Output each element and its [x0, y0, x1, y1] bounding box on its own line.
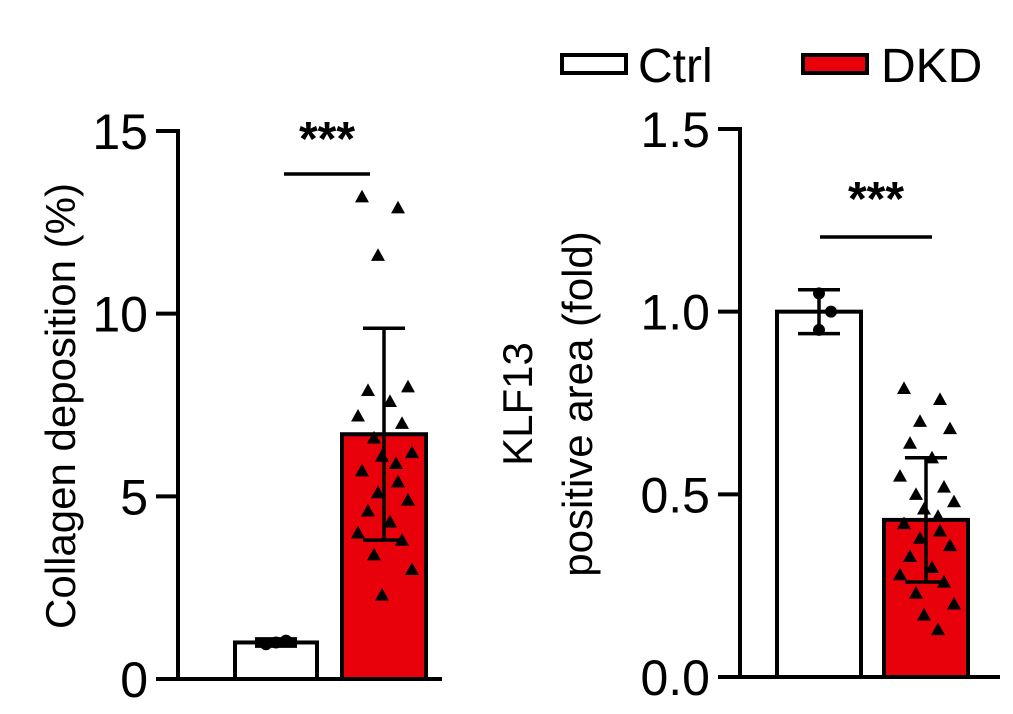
chart2-point-dkd [909, 487, 923, 500]
chart2-y-tick-label: 0.0 [640, 650, 710, 706]
chart1-point-ctrl [270, 636, 282, 649]
chart2-point-dkd [947, 494, 961, 508]
chart2-point-ctrl [813, 323, 825, 336]
chart2-point-dkd [903, 436, 917, 449]
chart2-point-dkd [917, 501, 931, 515]
chart1-point-dkd [389, 456, 403, 470]
chart1-point-dkd [383, 514, 397, 528]
chart1-point-dkd [395, 533, 409, 546]
legend-swatch-dkd [801, 53, 869, 75]
chart1-point-dkd [371, 248, 385, 261]
chart1-point-dkd [375, 449, 389, 462]
chart1-point-dkd [405, 445, 419, 459]
chart1-point-dkd [391, 474, 405, 488]
chart2-point-dkd [937, 575, 951, 588]
chart1-point-dkd [367, 547, 381, 561]
chart1-point-dkd [361, 383, 375, 396]
chart1-point-dkd [391, 200, 405, 214]
chart1-point-dkd [401, 379, 415, 393]
chart1-point-ctrl [260, 638, 272, 651]
chart2-point-dkd [909, 585, 923, 599]
chart1-point-dkd [395, 416, 409, 429]
chart1-point-dkd [371, 485, 385, 499]
chart1-point-dkd [383, 394, 397, 407]
legend-label-ctrl: Ctrl [638, 40, 713, 93]
chart2-point-dkd [947, 596, 961, 610]
chart2-significance: *** [848, 173, 904, 226]
chart2-point-dkd [893, 567, 907, 581]
legend: Ctrl DKD [560, 40, 982, 93]
chart1-y-tick-label: 5 [120, 469, 148, 525]
chart1-y-tick-label: 10 [92, 287, 148, 343]
chart2-point-dkd [937, 480, 951, 493]
chart2: KLF13 positive area (fold) *** 0.0 0.5 1.0… [494, 102, 1000, 706]
chart2-point-dkd [913, 414, 927, 427]
chart1-point-dkd [355, 463, 369, 477]
chart1-y-tick-label: 0 [120, 652, 148, 708]
chart2-point-dkd [933, 523, 947, 537]
chart2-point-ctrl [813, 287, 825, 300]
chart2-point-dkd [897, 381, 911, 394]
legend-label-dkd: DKD [881, 40, 982, 93]
chart1-point-dkd [361, 503, 375, 517]
chart2-point-dkd [903, 549, 917, 563]
legend-swatch-ctrl [560, 53, 628, 75]
chart1-point-dkd [401, 492, 415, 506]
chart1-y-tick-label: 15 [92, 104, 148, 160]
chart1-point-dkd [367, 430, 381, 444]
chart1-point-dkd [405, 562, 419, 575]
chart2-point-dkd [931, 622, 945, 636]
chart2-y-tick-label: 0.5 [640, 467, 710, 523]
chart2-bar-ctrl [775, 309, 863, 679]
chart1-point-ctrl [280, 634, 292, 647]
chart2-y-axis-label-line2: positive area (fold) [554, 231, 601, 577]
chart1-point-dkd [351, 525, 365, 539]
chart2-point-dkd [913, 531, 927, 544]
chart2-point-dkd [933, 392, 947, 405]
chart1-point-dkd [375, 587, 389, 601]
chart2-point-dkd [943, 538, 957, 552]
chart2-point-dkd [917, 607, 931, 621]
chart2-point-dkd [893, 469, 907, 482]
chart2-point-dkd [897, 516, 911, 530]
chart2-point-dkd [943, 421, 957, 435]
chart2-y-axis-label-line1: KLF13 [494, 342, 541, 466]
chart2-y-tick-label: 1.0 [640, 285, 710, 341]
chart1-y-axis-label: Collagen deposition (%) [37, 183, 84, 629]
chart2-point-dkd [925, 560, 939, 573]
chart1-point-dkd [351, 408, 365, 422]
chart2-point-dkd [931, 509, 945, 522]
chart1-point-dkd [355, 189, 369, 203]
chart1-significance: *** [299, 113, 355, 166]
chart2-point-dkd [925, 450, 939, 464]
chart1: Collagen deposition (%) *** 0 5 10 15 [37, 104, 442, 708]
chart2-point-ctrl [825, 305, 837, 318]
chart2-y-tick-label: 1.5 [640, 102, 710, 158]
